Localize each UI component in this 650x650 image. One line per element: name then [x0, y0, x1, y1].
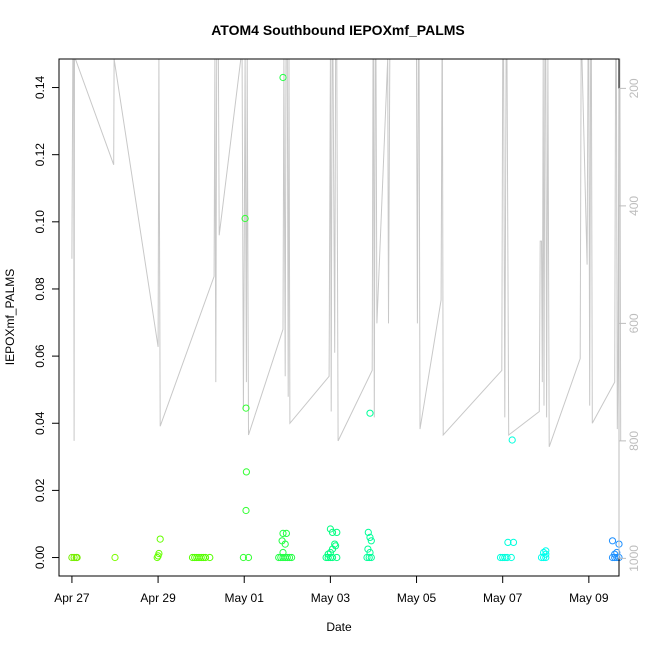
data-point: [241, 214, 249, 223]
y-axis: 0.00 0.02 0.04 0.06 0.08 0.10 0.12 0.14: [33, 75, 60, 569]
data-point: [70, 553, 78, 562]
x-tick-label: May 05: [397, 591, 437, 605]
y-tick-label: 0.04: [33, 411, 47, 435]
data-point: [365, 553, 373, 562]
data-point: [333, 528, 341, 537]
data-point: [279, 73, 287, 82]
data-point: [242, 506, 250, 515]
secondary-tick-label: 800: [627, 431, 641, 451]
data-point: [503, 553, 511, 562]
data-point: [324, 550, 332, 558]
x-tick-label: May 09: [569, 591, 609, 605]
y-tick-label: 0.14: [33, 75, 47, 99]
x-tick-label: May 03: [311, 591, 351, 605]
x-axis: Apr 27 Apr 29 May 01 May 03 May 05 May 07 May …: [54, 575, 609, 605]
data-point: [197, 553, 205, 562]
data-point: [285, 553, 294, 562]
scatter-points: [68, 73, 623, 562]
data-point: [68, 553, 76, 562]
data-point: [542, 550, 550, 558]
y-tick-label: 0.00: [33, 545, 47, 569]
data-point: [540, 548, 548, 557]
data-point: [611, 550, 619, 558]
data-point: [364, 528, 372, 537]
data-point: [328, 528, 337, 537]
data-point: [507, 553, 515, 562]
data-point: [509, 538, 518, 547]
data-point: [288, 553, 296, 562]
secondary-tick-label: 600: [627, 313, 641, 333]
data-point: [542, 547, 550, 555]
secondary-tick-label: 200: [627, 78, 641, 98]
data-point: [206, 553, 214, 562]
data-point: [508, 436, 516, 444]
data-point: [332, 542, 340, 550]
data-point: [111, 553, 119, 562]
data-point: [367, 537, 375, 545]
data-point: [244, 553, 253, 562]
x-tick-label: May 01: [225, 591, 265, 605]
data-point: [279, 529, 287, 538]
data-point: [153, 553, 161, 562]
y-tick-label: 0.10: [33, 210, 47, 234]
data-point: [156, 535, 164, 543]
data-point: [333, 553, 341, 562]
y-axis-label: IEPOXmf_PALMS: [3, 269, 17, 365]
data-point: [242, 404, 250, 412]
y-tick-label: 0.06: [33, 344, 47, 368]
data-point: [366, 409, 374, 417]
data-point: [366, 548, 374, 557]
x-axis-label: Date: [326, 620, 352, 634]
data-point: [608, 537, 617, 545]
data-point: [201, 553, 210, 562]
data-point: [73, 553, 81, 562]
y-tick-label: 0.08: [33, 277, 47, 301]
x-tick-label: Apr 29: [140, 591, 176, 605]
y-tick-label: 0.12: [33, 143, 47, 167]
secondary-tick-label: 400: [627, 196, 641, 216]
data-point: [239, 553, 247, 562]
secondary-tick-label: 1000: [627, 545, 641, 572]
pressure-trace: [71, 58, 622, 447]
data-point: [281, 540, 289, 548]
data-point: [366, 533, 374, 542]
data-point: [242, 468, 250, 476]
x-tick-label: May 07: [483, 591, 523, 605]
data-point: [613, 548, 621, 557]
data-point: [499, 553, 507, 562]
data-point: [279, 548, 287, 557]
x-tick-label: Apr 27: [54, 591, 90, 605]
y-tick-label: 0.02: [33, 478, 47, 502]
data-point: [282, 529, 290, 538]
data-point: [155, 549, 163, 558]
data-point: [283, 553, 291, 562]
secondary-y-axis: 200 400 600 800 1000: [618, 78, 641, 572]
data-point: [504, 538, 512, 547]
chart-title: ATOM4 Southbound IEPOXmf_PALMS: [211, 22, 465, 38]
pressure-line: [71, 58, 622, 447]
data-point: [367, 553, 375, 562]
